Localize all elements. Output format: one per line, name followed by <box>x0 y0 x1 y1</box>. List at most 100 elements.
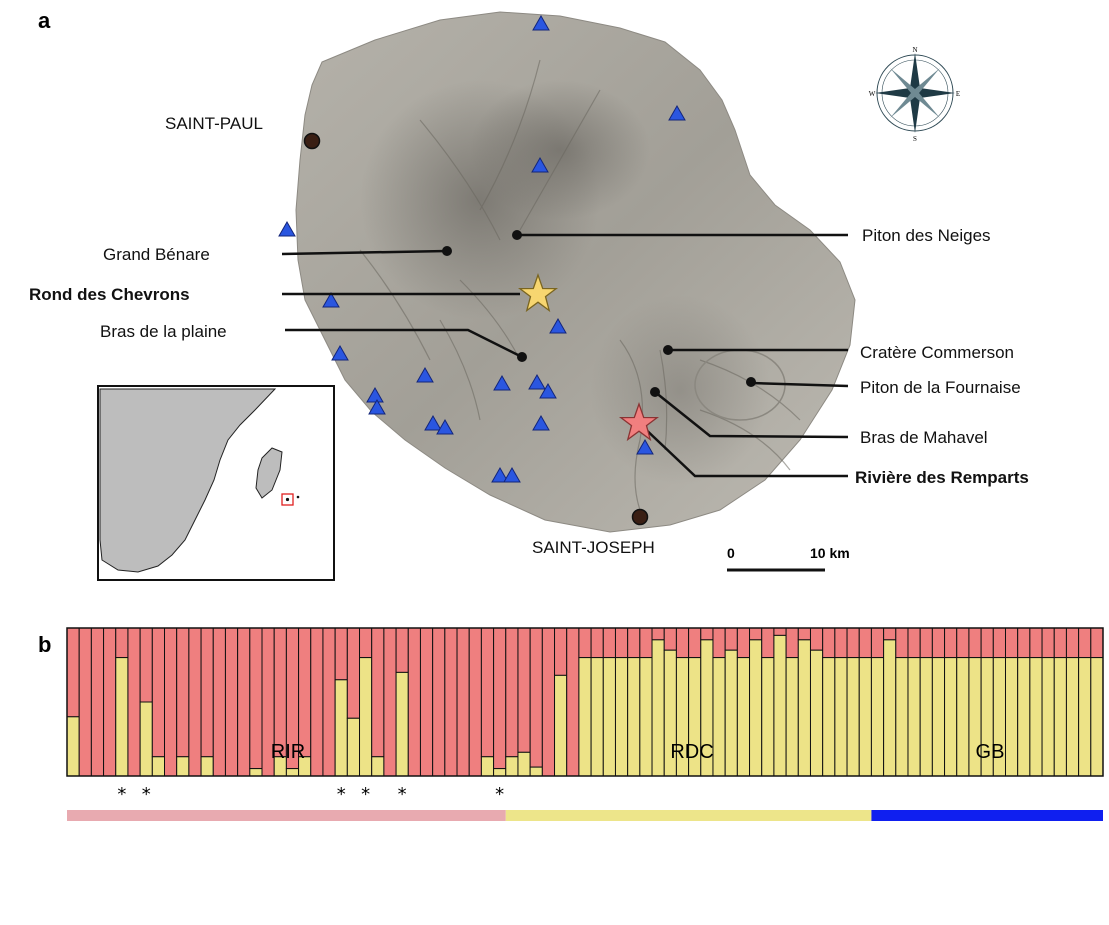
bar-segment-yellow <box>809 649 824 777</box>
site-triangle <box>668 104 686 121</box>
label-bras-de-mahavel: Bras de Mahavel <box>860 428 988 447</box>
bar-segment-yellow <box>1065 657 1080 777</box>
bar-segment-yellow <box>736 657 751 777</box>
compass-n: N <box>912 46 917 54</box>
bar-segment-yellow <box>590 657 604 777</box>
compass-e: E <box>956 90 960 98</box>
bar-segment-red <box>919 627 933 659</box>
bar-segment-red <box>115 627 129 659</box>
bar-segment-red <box>456 627 470 777</box>
label-grand-benare: Grand Bénare <box>103 245 210 264</box>
point-bras-de-la-plaine <box>517 352 527 362</box>
bar-segment-red <box>651 627 665 641</box>
bar-segment-yellow <box>785 657 799 777</box>
bar-segment-yellow <box>919 657 933 777</box>
bar-segment-red <box>809 627 824 651</box>
reunion-island-relief <box>295 11 856 533</box>
population-bar-rir <box>67 810 506 821</box>
bar-segment-yellow <box>1017 657 1031 777</box>
bar-segment-yellow <box>200 756 214 777</box>
bar-segment-red <box>1065 627 1080 659</box>
site-triangle <box>491 466 509 483</box>
point-grand-benare <box>442 246 452 256</box>
site-triangle <box>368 398 386 415</box>
bar-segment-red <box>931 627 946 659</box>
bar-segment-yellow <box>712 657 726 777</box>
bar-segment-red <box>590 627 604 659</box>
bar-segment-red <box>1078 627 1092 659</box>
bar-segment-red <box>359 627 373 659</box>
bar-segment-red <box>419 627 434 777</box>
bar-segment-red <box>164 627 178 777</box>
bar-segment-red <box>602 627 616 659</box>
outlier-asterisk: * <box>117 784 126 805</box>
bar-segment-red <box>1029 627 1043 659</box>
star-rond-des-chevrons <box>517 273 559 313</box>
bar-segment-yellow <box>285 768 300 777</box>
bar-segment-yellow <box>931 657 946 777</box>
bar-segment-yellow <box>834 657 848 777</box>
bar-segment-red <box>944 627 958 659</box>
bar-segment-yellow <box>639 657 653 777</box>
bar-segment-yellow <box>517 751 531 777</box>
panel-label-b: b <box>38 632 51 657</box>
bar-segment-red <box>761 627 775 659</box>
outlier-asterisk: * <box>398 784 407 805</box>
bar-segment-red <box>1017 627 1031 659</box>
bar-segment-red <box>103 627 117 777</box>
leader-grand-benare <box>281 249 448 256</box>
bar-segment-red <box>785 627 799 659</box>
bar-segment-yellow <box>761 657 775 777</box>
population-bar-gb <box>871 810 1103 821</box>
bar-segment-yellow <box>1078 657 1092 777</box>
sampling-sites <box>278 14 686 483</box>
bar-segment-red <box>614 627 629 659</box>
site-triangle <box>549 317 567 334</box>
bar-segment-yellow <box>956 657 970 777</box>
bar-segment-red <box>566 627 580 777</box>
point-bras-de-mahavel <box>650 387 660 397</box>
outlier-asterisk: * <box>337 784 346 805</box>
bar-segment-yellow <box>651 639 665 777</box>
bar-segment-red <box>1090 627 1104 659</box>
scale-label-end: 10 km <box>810 545 850 561</box>
bar-segment-red <box>395 627 409 673</box>
bar-segment-yellow <box>797 639 811 777</box>
site-triangle <box>331 344 349 361</box>
bar-segment-red <box>554 627 568 676</box>
bar-segment-yellow <box>115 657 129 777</box>
bar-segment-red <box>736 627 751 659</box>
bar-segment-yellow <box>66 716 80 777</box>
leader-lines <box>281 233 849 478</box>
label-rond-des-chevrons: Rond des Chevrons <box>29 285 190 304</box>
bar-segment-yellow <box>1004 657 1019 777</box>
bar-segment-red <box>444 627 458 777</box>
inset-highlight-box <box>281 493 294 506</box>
compass-w: W <box>869 90 876 98</box>
bar-segment-yellow <box>493 768 507 777</box>
bar-segment-yellow <box>554 674 568 777</box>
bar-segment-red <box>334 627 348 681</box>
bar-segment-red <box>480 627 495 758</box>
leader-piton-de-la-fournaise <box>750 381 849 388</box>
bar-segment-red <box>822 627 836 659</box>
bar-segment-red <box>493 627 507 770</box>
bar-segment-red <box>224 627 239 777</box>
population-label-rdc: RDC <box>670 741 713 763</box>
bar-segment-yellow <box>944 657 958 777</box>
bar-segment-yellow <box>249 768 263 777</box>
bar-segment-red <box>724 627 738 651</box>
bar-segment-yellow <box>334 679 348 777</box>
site-triangle <box>636 438 654 455</box>
outlier-markers: * * * * * * <box>117 784 504 805</box>
bar-segment-red <box>407 627 421 777</box>
leader-bras-de-mahavel <box>654 391 849 439</box>
point-piton-de-la-fournaise <box>746 377 756 387</box>
population-bars <box>67 810 1103 821</box>
bar-segment-red <box>980 627 994 659</box>
bar-segment-red <box>517 627 531 753</box>
bar-segment-red <box>870 627 885 659</box>
bar-segment-red <box>346 627 361 719</box>
population-label-rir: RIR <box>271 741 305 763</box>
label-riviere-des-remparts: Rivière des Remparts <box>855 468 1029 487</box>
